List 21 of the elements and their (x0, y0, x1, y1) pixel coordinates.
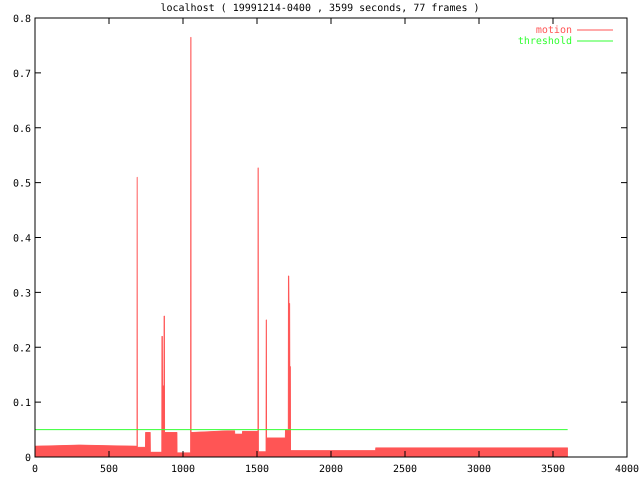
x-tick-label: 500 (100, 464, 118, 475)
y-tick-label: 0.8 (12, 14, 31, 25)
y-tick-label: 0.3 (12, 288, 31, 300)
chart-title: localhost ( 19991214-0400 , 3599 seconds, 77 frames ) (160, 3, 480, 14)
x-tick-label: 3500 (540, 464, 566, 475)
y-tick-label: 0.6 (12, 124, 31, 135)
legend-label: motion (536, 25, 572, 36)
x-tick-label: 4000 (614, 464, 640, 475)
y-tick-label: 0.5 (12, 178, 31, 190)
x-tick-label: 1500 (244, 464, 270, 475)
legend-label: threshold (518, 36, 572, 47)
y-tick-label: 0.7 (12, 68, 31, 80)
x-tick-label: 2500 (392, 464, 418, 475)
y-tick-label: 0.2 (12, 343, 31, 354)
x-tick-label: 0 (32, 464, 38, 475)
x-tick-label: 3000 (466, 464, 492, 475)
x-tick-label: 2000 (318, 464, 344, 475)
y-tick-label: 0.1 (12, 398, 31, 410)
y-tick-label: 0.4 (12, 234, 31, 244)
y-tick-label: 0 (24, 453, 31, 464)
x-tick-label: 1000 (170, 464, 196, 475)
